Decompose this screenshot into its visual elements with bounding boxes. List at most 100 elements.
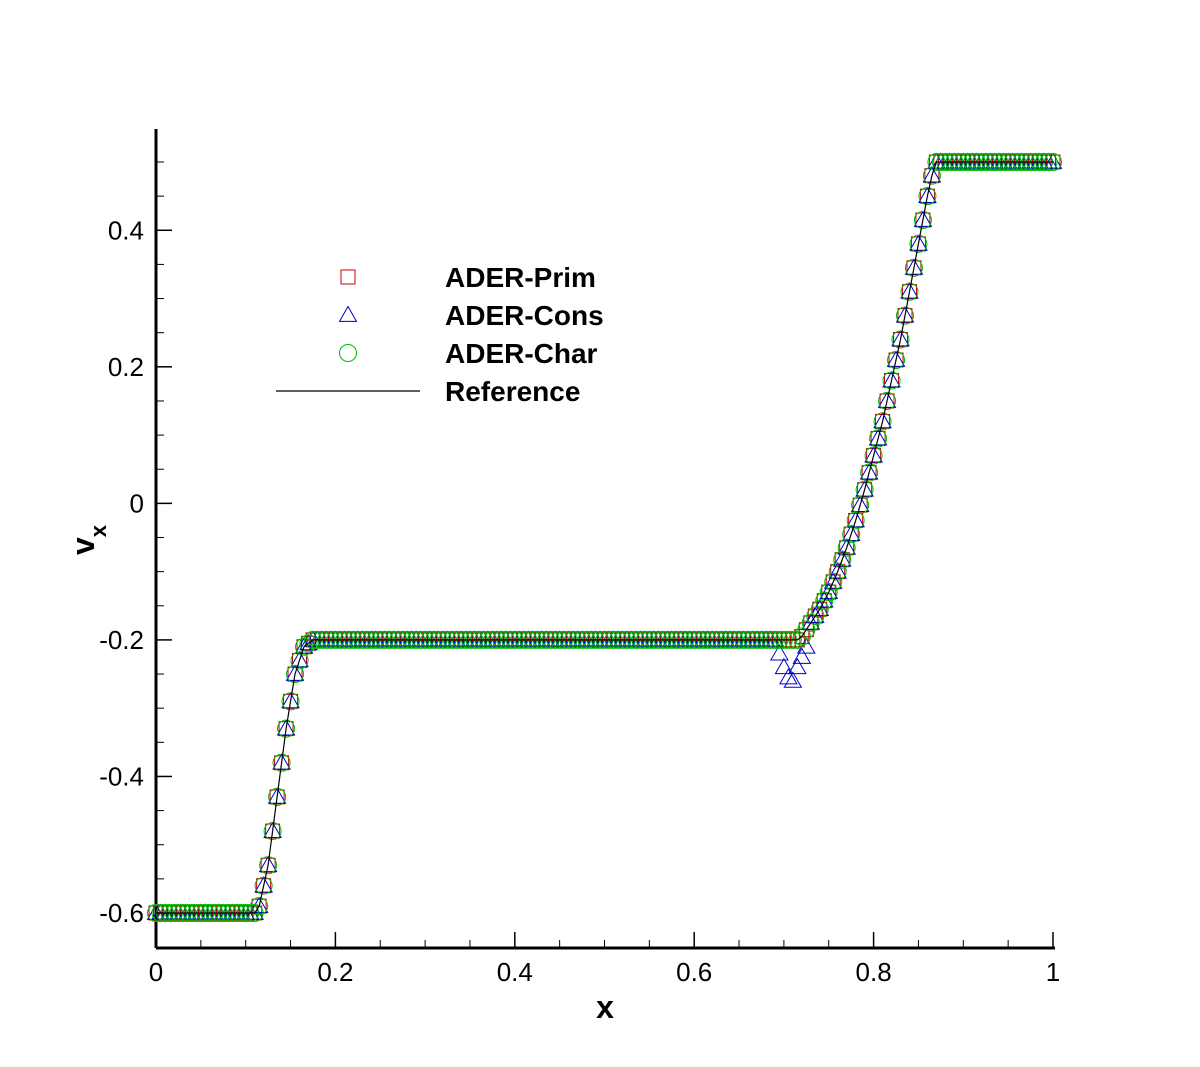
- data-point: [832, 550, 852, 567]
- data-point: [254, 876, 273, 895]
- data-marks: [146, 152, 1063, 922]
- data-point: [274, 755, 290, 771]
- x-axis-title: x: [596, 989, 614, 1025]
- y-tick-label: -0.4: [99, 761, 144, 791]
- data-point: [299, 633, 318, 651]
- data-point: [276, 719, 296, 736]
- data-point: [886, 350, 906, 367]
- data-point: [805, 606, 825, 623]
- data-point: [864, 446, 883, 465]
- axes: 0 0.2 0.4 0.6 0.8 1 -0.6 -0.4 -0.2 0 0.2 0.4: [99, 129, 1060, 987]
- data-point: [810, 599, 830, 617]
- data-point: [882, 371, 901, 390]
- data-point: [884, 372, 900, 388]
- legend-label: Reference: [445, 376, 580, 407]
- data-point: [909, 234, 928, 253]
- data-point: [922, 166, 942, 183]
- data-point: [824, 572, 843, 591]
- data-point: [913, 211, 932, 230]
- data-point: [254, 876, 274, 893]
- data-point: [904, 258, 924, 275]
- data-point: [891, 330, 910, 349]
- data-point: [895, 306, 915, 323]
- data-point: [828, 562, 847, 581]
- reference-line: [156, 161, 1053, 914]
- series-ader-prim: [148, 154, 1061, 921]
- data-point: [861, 465, 877, 481]
- legend-label: ADER-Cons: [445, 300, 604, 331]
- data-point: [852, 497, 868, 513]
- data-point: [833, 550, 852, 569]
- y-tick-label: 0.4: [108, 215, 144, 245]
- legend-label: ADER-Prim: [445, 262, 596, 293]
- data-point: [837, 538, 857, 555]
- data-point: [828, 562, 848, 579]
- data-point: [918, 187, 937, 206]
- data-point: [855, 480, 874, 499]
- data-point: [904, 258, 923, 277]
- data-point: [864, 446, 883, 463]
- data-point: [869, 429, 888, 448]
- data-point: [878, 391, 897, 410]
- data-point: [837, 538, 856, 557]
- x-tick-label: 0: [149, 957, 163, 987]
- legend-marker-ader-char: [339, 344, 357, 362]
- data-point: [897, 308, 913, 324]
- data-point: [810, 600, 829, 619]
- data-point: [797, 620, 816, 639]
- data-point: [875, 413, 891, 429]
- data-point: [901, 284, 917, 300]
- series-ader-cons: [146, 152, 1063, 920]
- data-point: [285, 664, 305, 681]
- data-point: [265, 823, 281, 839]
- data-point: [263, 821, 282, 838]
- data-point: [815, 591, 834, 610]
- data-point: [267, 787, 287, 804]
- data-point: [866, 448, 882, 464]
- data-point: [256, 878, 272, 894]
- data-point: [787, 657, 807, 675]
- data-point: [277, 719, 296, 738]
- data-point: [873, 411, 892, 429]
- data-point: [887, 350, 906, 369]
- data-point: [272, 753, 291, 770]
- data-point: [272, 753, 291, 772]
- legend-label: ADER-Char: [445, 338, 598, 369]
- x-tick-label: 1: [1046, 957, 1060, 987]
- data-point: [900, 282, 919, 299]
- data-point: [830, 564, 846, 580]
- legend-marker-ader-cons: [338, 305, 358, 322]
- data-point: [893, 332, 909, 348]
- data-point: [819, 582, 839, 599]
- y-tick-label: 0: [130, 488, 144, 518]
- data-point: [281, 691, 300, 709]
- y-tick-label: -0.6: [99, 898, 144, 928]
- data-point: [814, 591, 834, 608]
- legend: ADER-Prim ADER-Cons ADER-Char Reference: [276, 262, 604, 407]
- data-point: [801, 613, 821, 630]
- data-point: [906, 260, 922, 276]
- data-point: [823, 572, 843, 589]
- data-point: [850, 495, 870, 512]
- x-tick-label: 0.8: [856, 957, 892, 987]
- data-point: [281, 692, 300, 711]
- data-point: [299, 634, 318, 653]
- series-ader-char: [147, 153, 1062, 922]
- data-point: [263, 822, 282, 841]
- data-point: [918, 186, 937, 204]
- data-point: [873, 412, 892, 431]
- data-point: [910, 236, 926, 252]
- x-tick-label: 0.4: [497, 957, 533, 987]
- data-point: [796, 637, 816, 654]
- data-point: [834, 552, 850, 568]
- data-point: [806, 607, 825, 626]
- data-point: [900, 282, 919, 301]
- data-point: [258, 855, 278, 873]
- legend-marker-ader-prim: [340, 269, 356, 285]
- data-point: [870, 431, 886, 447]
- data-point: [895, 306, 914, 325]
- x-tick-label: 0.2: [317, 957, 353, 987]
- data-point: [922, 166, 941, 185]
- data-point: [283, 693, 299, 709]
